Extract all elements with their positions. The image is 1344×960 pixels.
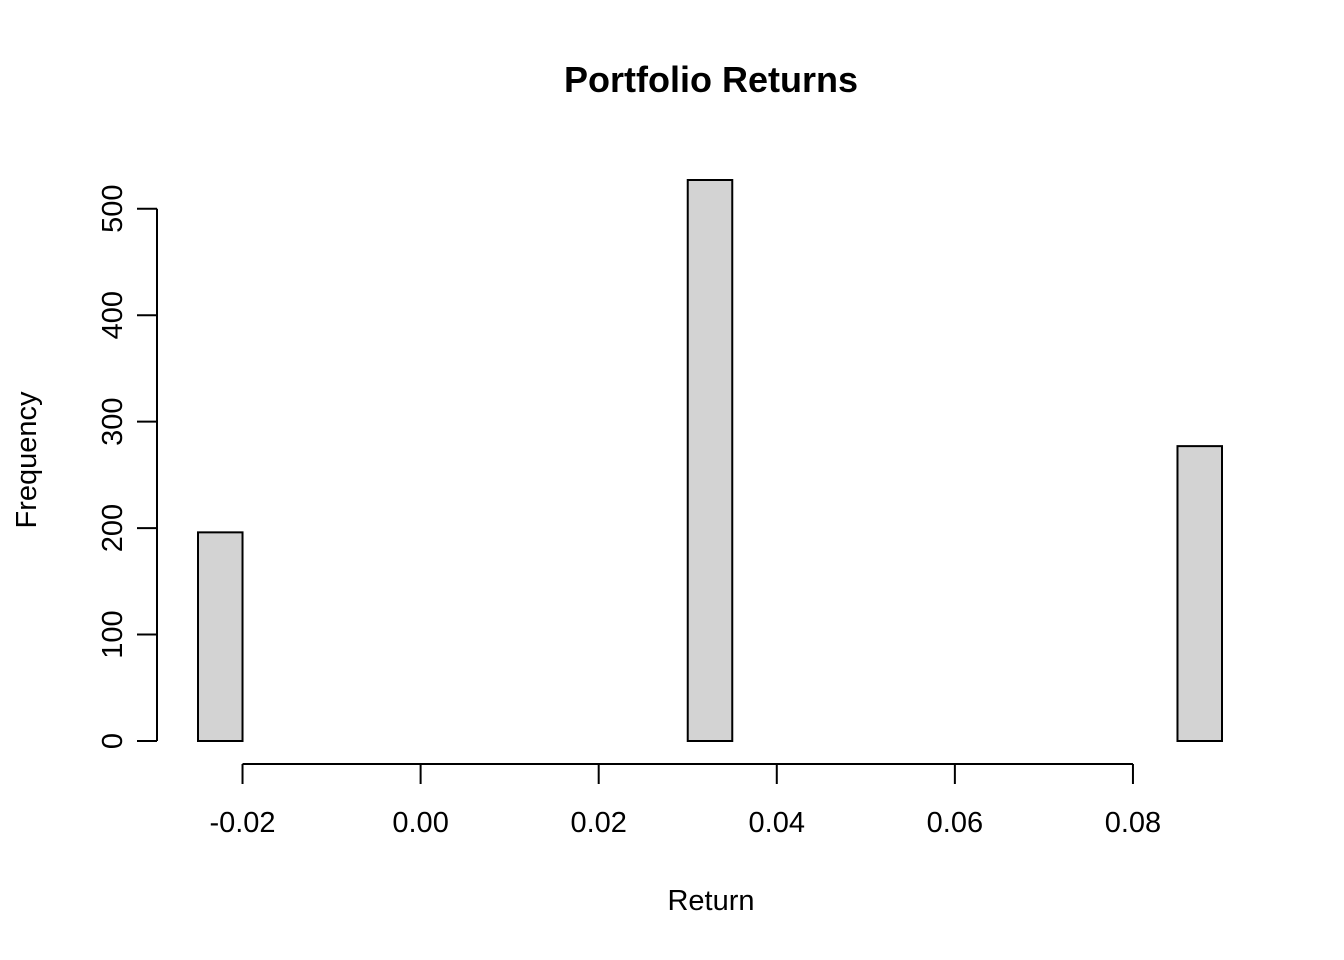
x-tick-label-1: 0.00	[392, 807, 448, 839]
x-tick-label-0: -0.02	[209, 807, 275, 839]
y-tick-label-3: 300	[97, 397, 129, 445]
y-axis-label: Frequency	[11, 391, 43, 529]
y-tick-label-5: 500	[97, 185, 129, 233]
y-tick-label-1: 100	[97, 610, 129, 658]
x-axis: -0.02 0.00 0.02 0.04 0.06 0.08	[209, 763, 1161, 839]
y-tick-label-4: 400	[97, 291, 129, 339]
x-axis-label: Return	[667, 885, 754, 917]
y-tick-label-0: 0	[97, 733, 129, 749]
x-tick-label-3: 0.04	[749, 807, 805, 839]
histogram-bar-11	[686, 179, 734, 742]
chart-title: Portfolio Returns	[564, 59, 858, 100]
x-tick-label-2: 0.02	[570, 807, 626, 839]
histogram-bar-22	[1176, 445, 1224, 742]
y-axis: 0 100 200 300 400 500	[97, 185, 158, 749]
y-tick-label-2: 200	[97, 504, 129, 552]
histogram-bar-0	[197, 531, 244, 743]
histogram-bars	[197, 179, 1224, 743]
x-tick-label-5: 0.08	[1105, 807, 1161, 839]
x-tick-label-4: 0.06	[927, 807, 983, 839]
